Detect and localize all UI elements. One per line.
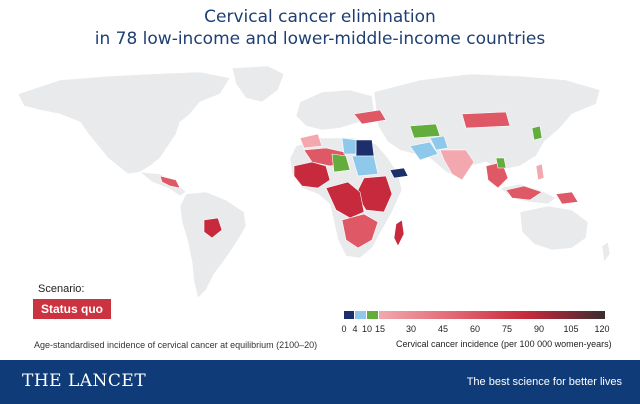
legend-swatch-4-10	[355, 311, 366, 319]
legend-tick: 0	[341, 324, 346, 334]
region-iran	[409, 141, 439, 161]
region-afghanistan	[429, 135, 449, 151]
scenario-label: Scenario:	[38, 283, 85, 295]
legend-tick: 105	[563, 324, 578, 334]
region-korea	[531, 125, 543, 141]
region-chad	[331, 153, 351, 173]
region-north-africa	[299, 133, 323, 149]
legend-tick: 4	[352, 324, 357, 334]
tagline: The best science for better lives	[466, 376, 622, 388]
title-line-2: in 78 low-income and lower-middle-income…	[94, 29, 546, 49]
brand-logo: THE LANCET	[22, 371, 147, 391]
world-choropleth-map	[17, 65, 611, 299]
region-laos	[495, 157, 507, 169]
legend-gradient-15-120	[379, 311, 605, 319]
region-central-africa	[325, 181, 365, 219]
south-america	[179, 191, 247, 299]
scenario-badge: Status quo	[33, 299, 111, 319]
legend-swatch-0-4	[344, 311, 354, 319]
legend-tick: 90	[534, 324, 544, 334]
legend-tick: 45	[438, 324, 448, 334]
footer-bar: THE LANCET The best science for better l…	[0, 360, 640, 404]
color-legend: 0 4 10 15 30 45 60 75 90 105 120	[341, 311, 610, 334]
highlighted-countries	[159, 109, 579, 249]
region-sudan	[351, 155, 379, 177]
legend-tick: 30	[406, 324, 416, 334]
greenland	[231, 65, 285, 103]
region-philippines	[535, 163, 545, 181]
region-madagascar	[393, 219, 405, 247]
new-zealand	[601, 241, 611, 263]
region-egypt	[355, 139, 375, 157]
title-line-1: Cervical cancer elimination	[204, 7, 436, 27]
legend-tick: 120	[594, 324, 609, 334]
legend-tick: 10	[362, 324, 372, 334]
australia	[519, 205, 589, 251]
region-central-asia	[409, 123, 441, 139]
region-southern-africa	[341, 213, 379, 249]
sub-caption: Age-standardised incidence of cervical c…	[34, 340, 318, 350]
region-mongolia	[461, 111, 511, 129]
legend-tick: 15	[375, 324, 385, 334]
legend-swatch-10-15	[367, 311, 378, 319]
chart-title: Cervical cancer elimination in 78 low-in…	[0, 6, 640, 50]
north-america	[17, 71, 231, 175]
region-bolivia	[203, 217, 223, 239]
legend-tick: 60	[470, 324, 480, 334]
region-yemen	[389, 167, 409, 179]
legend-caption: Cervical cancer incidence (per 100 000 w…	[396, 339, 612, 349]
region-central-america	[159, 175, 181, 189]
region-libya	[341, 137, 357, 155]
region-ukraine	[353, 109, 387, 125]
region-south-asia	[439, 149, 475, 181]
region-indonesia	[505, 185, 543, 201]
central-america	[139, 171, 187, 197]
region-papua-new-guinea	[555, 191, 579, 205]
legend-tick: 75	[502, 324, 512, 334]
europe	[295, 89, 375, 131]
